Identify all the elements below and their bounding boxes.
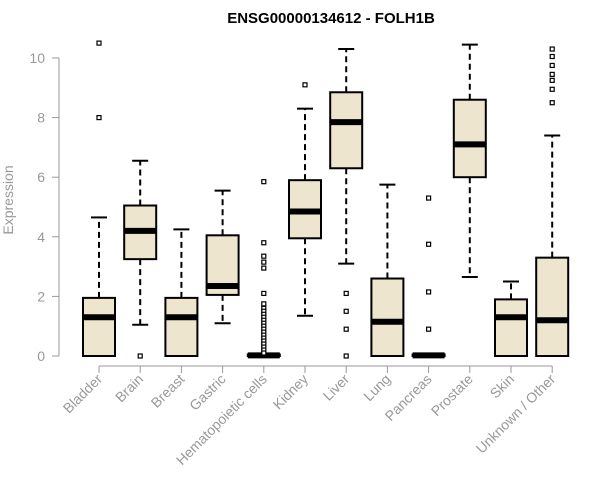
x-tick-label: Bladder	[60, 371, 106, 417]
x-tick-label: Kidney	[270, 371, 312, 413]
outlier-point	[426, 289, 432, 295]
box-11	[535, 46, 570, 357]
box-body	[329, 91, 364, 170]
outlier-point	[549, 46, 555, 52]
outlier-point	[261, 240, 267, 246]
box-3	[205, 189, 240, 325]
y-tick-label: 8	[37, 110, 45, 126]
box-body	[452, 98, 487, 179]
box-4	[246, 179, 281, 359]
outlier-point	[261, 179, 267, 185]
y-tick-label: 0	[37, 348, 45, 364]
y-tick-label: 10	[29, 50, 45, 66]
outlier-point	[426, 241, 432, 247]
box-2	[164, 228, 199, 358]
outlier-point	[549, 53, 555, 60]
outlier-point	[426, 326, 432, 332]
box-body	[82, 296, 116, 358]
outlier-point	[549, 86, 555, 92]
x-tick-label: Skin	[487, 371, 518, 402]
outlier-point	[343, 326, 349, 332]
box-5	[288, 82, 322, 317]
y-axis: 0 2 4 6 8 10	[29, 50, 60, 364]
outlier-point	[343, 353, 349, 359]
outlier-point	[549, 71, 555, 77]
outlier-point	[261, 265, 267, 271]
y-tick-label: 2	[37, 288, 45, 304]
x-tick-label: Liver	[320, 371, 353, 404]
chart-title: ENSG00000134612 - FOLH1B	[227, 10, 435, 27]
box-body	[494, 298, 528, 358]
y-axis-label: Expression	[0, 165, 16, 234]
box-1	[123, 159, 158, 359]
outlier-point	[549, 100, 555, 106]
x-tick-label: Lung	[360, 371, 393, 404]
y-tick-label: 4	[37, 229, 45, 245]
box-body	[535, 256, 570, 357]
box-body	[370, 277, 405, 357]
boxes-layer	[82, 40, 570, 359]
box-6	[329, 48, 364, 359]
box-0	[82, 40, 116, 358]
outlier-point	[261, 253, 267, 259]
outlier-point	[549, 62, 555, 69]
x-tick-label: Brain	[112, 371, 146, 405]
outlier-point	[261, 290, 267, 297]
outlier-point	[261, 301, 267, 307]
outlier-point	[96, 40, 102, 46]
box-10	[494, 280, 528, 358]
y-tick-label: 6	[37, 169, 45, 185]
outlier-point	[137, 353, 143, 359]
outlier-point	[549, 77, 555, 83]
outlier-point	[302, 82, 308, 88]
box-8	[411, 195, 446, 359]
box-9	[452, 43, 487, 279]
outlier-point	[96, 114, 102, 121]
x-tick-label: Breast	[148, 371, 188, 411]
outlier-point	[426, 195, 432, 201]
outlier-point	[343, 308, 349, 314]
box-7	[370, 183, 405, 357]
box-body	[164, 296, 199, 358]
outlier-point	[343, 290, 349, 297]
outlier-point	[261, 350, 267, 356]
outlier-point	[261, 259, 267, 265]
x-tick-label: Prostate	[428, 371, 476, 419]
